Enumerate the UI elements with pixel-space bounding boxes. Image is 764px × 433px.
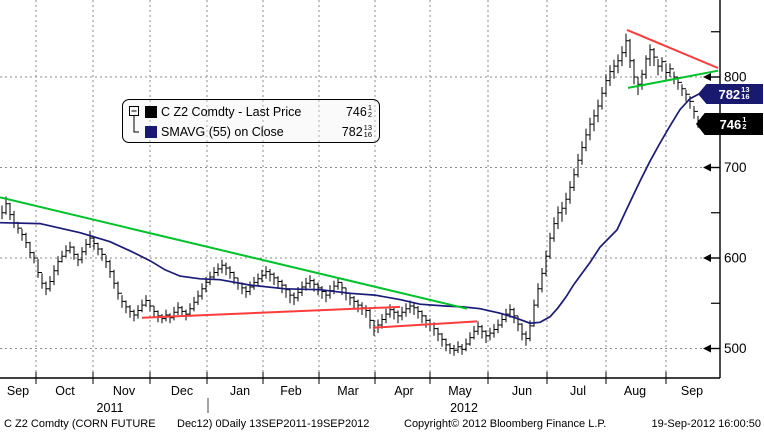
footer-timestamp: 19-Sep-2012 16:00:50: [651, 418, 761, 430]
legend-value: 746 1 2: [345, 103, 372, 119]
x-axis-month-label: Apr: [394, 384, 413, 398]
y-tick-arrow: [703, 163, 711, 172]
legend-item-smavg[interactable]: SMAVG (55) on Close 782 13 16: [145, 122, 372, 142]
last-price-swatch: [145, 106, 157, 118]
footer-instrument: C Z2 Comdty (CORN FUTURE: [4, 418, 156, 430]
smavg-swatch: [145, 126, 157, 138]
x-axis-month-label: Jan: [230, 384, 250, 398]
y-tick-arrow: [703, 73, 711, 81]
x-axis-month-label: Sep: [681, 384, 703, 398]
smavg-price-tag: 782 13 16: [698, 84, 763, 104]
x-axis-year-label: 2011: [97, 401, 124, 415]
x-axis-month-label: Sep: [7, 384, 29, 398]
x-axis-month-label: Jun: [512, 384, 532, 398]
red-trendline: [141, 305, 401, 319]
legend-item-last-price[interactable]: C Z2 Comdty - Last Price 746 1 2: [145, 102, 372, 122]
legend-value: 782 13 16: [341, 123, 372, 139]
legend-tree-icon: [129, 106, 139, 133]
y-axis-label: 500: [724, 341, 747, 356]
footer-contract-info: Dec12) 0Daily 13SEP2011-19SEP2012: [177, 418, 370, 430]
y-tick-arrow: [703, 254, 711, 262]
legend-label: C Z2 Comdty - Last Price: [161, 105, 302, 119]
x-axis-month-label: May: [448, 384, 472, 398]
x-axis-month-label: Dec: [171, 384, 193, 398]
x-axis-month-label: Nov: [113, 384, 136, 398]
price-bars: [1, 33, 704, 356]
x-axis-month-label: Oct: [55, 384, 75, 398]
y-axis-label: 700: [724, 160, 747, 175]
x-axis-month-label: Aug: [624, 384, 646, 398]
x-axis-month-label: Mar: [337, 384, 359, 398]
chart-legend[interactable]: C Z2 Comdty - Last Price 746 1 2 SMAVG (55…: [122, 99, 380, 143]
legend-label: SMAVG (55) on Close: [161, 125, 284, 139]
last-price-tag: 746 1 2: [696, 113, 763, 135]
green-trendline: [627, 69, 719, 89]
green-trendline: [0, 196, 468, 310]
y-axis-label: 800: [724, 70, 747, 85]
x-axis-month-label: Jul: [570, 384, 586, 398]
red-trendline: [372, 320, 478, 329]
x-axis-month-label: Feb: [280, 384, 302, 398]
smavg-line: [0, 91, 703, 325]
y-axis-label: 600: [724, 251, 747, 266]
y-tick-arrow: [703, 344, 711, 353]
footer-copyright: Copyright© 2012 Bloomberg Finance L.P.: [404, 418, 607, 430]
x-axis-year-label: 2012: [450, 401, 478, 415]
red-trendline: [626, 28, 719, 69]
